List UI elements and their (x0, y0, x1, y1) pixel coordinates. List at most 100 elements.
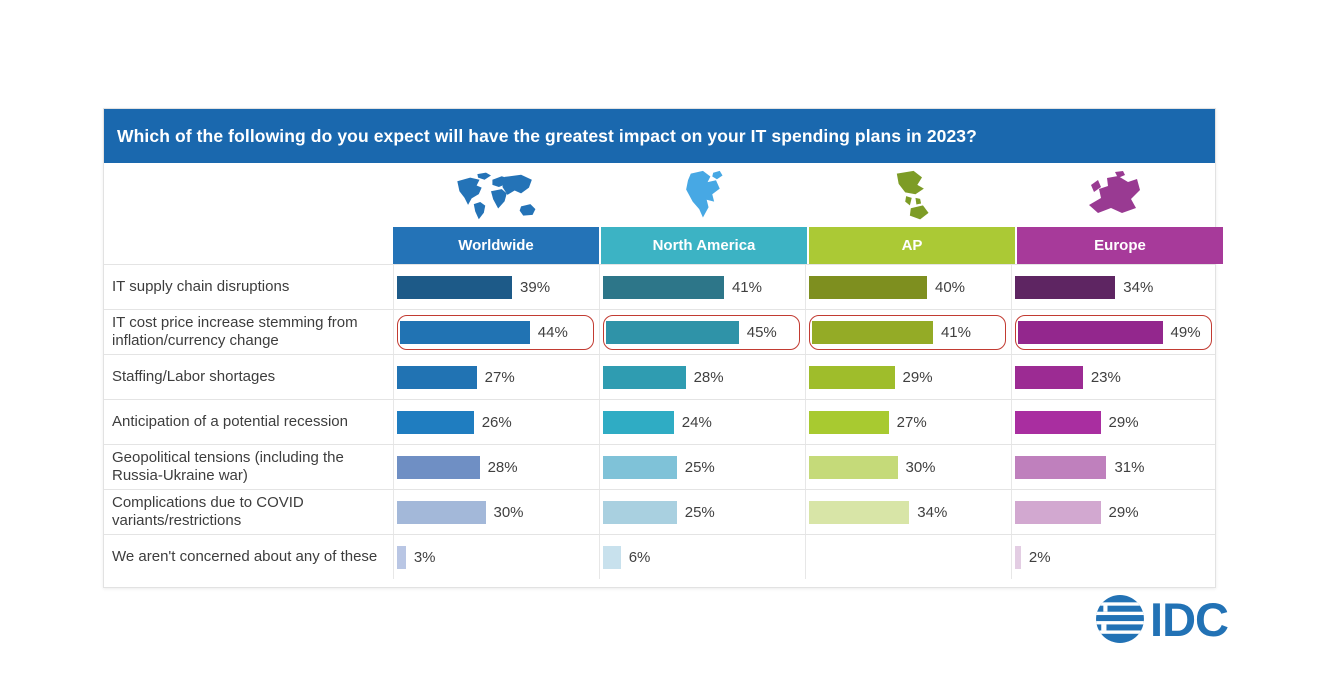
bar-value-label: 24% (681, 413, 712, 431)
bar-cell (805, 535, 1011, 579)
bar-value-label: 45% (746, 323, 777, 341)
bar-value-label: 49% (1170, 323, 1201, 341)
bar (1015, 275, 1116, 299)
bar (397, 455, 480, 479)
bar-value-label: 41% (731, 278, 762, 296)
bar-value-label: 34% (1123, 278, 1154, 296)
bar-cell: 41% (805, 310, 1011, 354)
row-label-cell: IT supply chain disruptions (104, 265, 393, 309)
bar-value-label: 30% (493, 503, 524, 521)
bar-value-label: 27% (484, 368, 515, 386)
bar (606, 320, 739, 344)
bar-value-label: 44% (537, 323, 568, 341)
bar-cell: 45% (599, 310, 805, 354)
bar (603, 410, 674, 434)
row-label-cell: Geopolitical tensions (including the Rus… (104, 445, 393, 489)
europe-map-icon (1011, 171, 1217, 227)
bar (1015, 545, 1021, 569)
bar-value-label: 34% (917, 503, 948, 521)
bar-cell: 39% (393, 265, 599, 309)
north-america-map-icon (599, 169, 805, 227)
table-row: Geopolitical tensions (including the Rus… (104, 444, 1215, 489)
bar-cell: 3% (393, 535, 599, 579)
bar-value-label: 28% (693, 368, 724, 386)
bar-value-label: 29% (902, 368, 933, 386)
table-row: IT cost price increase stemming from inf… (104, 309, 1215, 354)
bar-value-label: 29% (1108, 413, 1139, 431)
row-label: IT supply chain disruptions (112, 277, 290, 295)
bar-cell: 41% (599, 265, 805, 309)
bar-value-label: 25% (684, 503, 715, 521)
idc-logo-text: IDC (1150, 592, 1229, 646)
bar (809, 410, 889, 434)
bar-cell: 27% (805, 400, 1011, 444)
bar-cell: 6% (599, 535, 805, 579)
bar (603, 545, 621, 569)
highlight-outline: 44% (397, 314, 594, 350)
bar-value-label: 29% (1108, 503, 1139, 521)
world-map-icon (393, 169, 599, 227)
bar-cell: 29% (1011, 490, 1217, 534)
bar-cell: 30% (393, 490, 599, 534)
row-label-cell: Anticipation of a potential recession (104, 400, 393, 444)
region-icons-row (104, 163, 1215, 227)
chart-title-bar: Which of the following do you expect wil… (104, 109, 1215, 163)
table-row: Anticipation of a potential recession 26%… (104, 399, 1215, 444)
region-header-europe: Europe (1017, 227, 1223, 264)
bar-cell: 29% (1011, 400, 1217, 444)
row-label: Anticipation of a potential recession (112, 412, 348, 430)
bar-cell: 30% (805, 445, 1011, 489)
region-header-row: Worldwide North America AP Europe (104, 227, 1223, 264)
bar-cell: 23% (1011, 355, 1217, 399)
bar-cell: 34% (805, 490, 1011, 534)
bar (1018, 320, 1163, 344)
bar-value-label: 31% (1114, 458, 1145, 476)
table-row: IT supply chain disruptions 39% 41% 40% 34% (104, 264, 1215, 309)
bar (603, 365, 686, 389)
bar-value-label: 39% (520, 278, 551, 296)
bar (603, 500, 677, 524)
bar (397, 365, 477, 389)
bar (809, 455, 898, 479)
highlight-outline: 41% (809, 314, 1006, 350)
table-row: Complications due to COVID variants/rest… (104, 489, 1215, 534)
idc-logo: IDC (1064, 590, 1229, 648)
label-column-spacer (104, 227, 393, 264)
bar-value-label: 41% (940, 323, 971, 341)
highlight-outline: 45% (603, 314, 800, 350)
bar-cell: 29% (805, 355, 1011, 399)
bar-cell: 27% (393, 355, 599, 399)
idc-globe-icon (1096, 595, 1145, 643)
bar-cell: 24% (599, 400, 805, 444)
bar (809, 365, 895, 389)
bar-cell: 26% (393, 400, 599, 444)
bar (397, 275, 513, 299)
bar-cell: 31% (1011, 445, 1217, 489)
table-row: Staffing/Labor shortages 27% 28% 29% 23% (104, 354, 1215, 399)
region-header-worldwide: Worldwide (393, 227, 599, 264)
row-label-cell: We aren't concerned about any of these (104, 535, 393, 579)
region-header-label: AP (901, 237, 923, 254)
region-header-ap: AP (809, 227, 1015, 264)
bar (1015, 455, 1107, 479)
bar-value-label: 30% (905, 458, 936, 476)
asia-pacific-map-icon (805, 169, 1011, 227)
region-header-north-america: North America (601, 227, 807, 264)
row-label-cell: IT cost price increase stemming from inf… (104, 310, 393, 354)
bar-value-label: 25% (684, 458, 715, 476)
row-label-cell: Complications due to COVID variants/rest… (104, 490, 393, 534)
bar-cell: 40% (805, 265, 1011, 309)
bar-value-label: 3% (413, 548, 436, 566)
region-header-label: North America (652, 237, 756, 254)
chart-title: Which of the following do you expect wil… (117, 125, 977, 146)
bar (397, 500, 486, 524)
bar (1015, 365, 1083, 389)
bar-cell: 44% (393, 310, 599, 354)
bar-value-label: 2% (1028, 548, 1051, 566)
bar-cell: 2% (1011, 535, 1217, 579)
bar (809, 500, 910, 524)
bar-value-label: 28% (487, 458, 518, 476)
bar-cell: 25% (599, 445, 805, 489)
bar (812, 320, 933, 344)
bar-value-label: 6% (628, 548, 651, 566)
